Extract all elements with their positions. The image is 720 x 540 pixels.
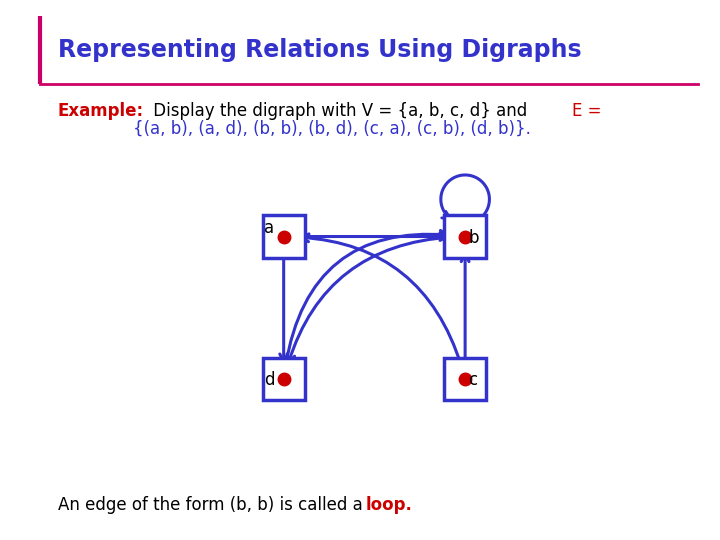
Text: b: b	[468, 229, 479, 247]
Bar	[444, 358, 486, 400]
Text: Example:: Example:	[58, 102, 144, 120]
Text: An edge of the form (b, b) is called a: An edge of the form (b, b) is called a	[58, 496, 368, 514]
Text: {(a, b), (a, d), (b, b), (b, d), (c, a), (c, b), (d, b)}.: {(a, b), (a, d), (b, b), (b, d), (c, a),…	[112, 120, 531, 138]
Text: Display the digraph with V = {a, b, c, d} and: Display the digraph with V = {a, b, c, d…	[148, 102, 532, 120]
Text: Representing Relations Using Digraphs: Representing Relations Using Digraphs	[58, 38, 581, 62]
Bar	[444, 215, 486, 258]
Bar	[263, 358, 305, 400]
Bar	[263, 215, 305, 258]
Text: c: c	[468, 372, 477, 389]
Text: E =: E =	[572, 102, 602, 120]
Text: a: a	[264, 219, 274, 238]
Text: d: d	[264, 372, 275, 389]
Text: loop.: loop.	[366, 496, 413, 514]
